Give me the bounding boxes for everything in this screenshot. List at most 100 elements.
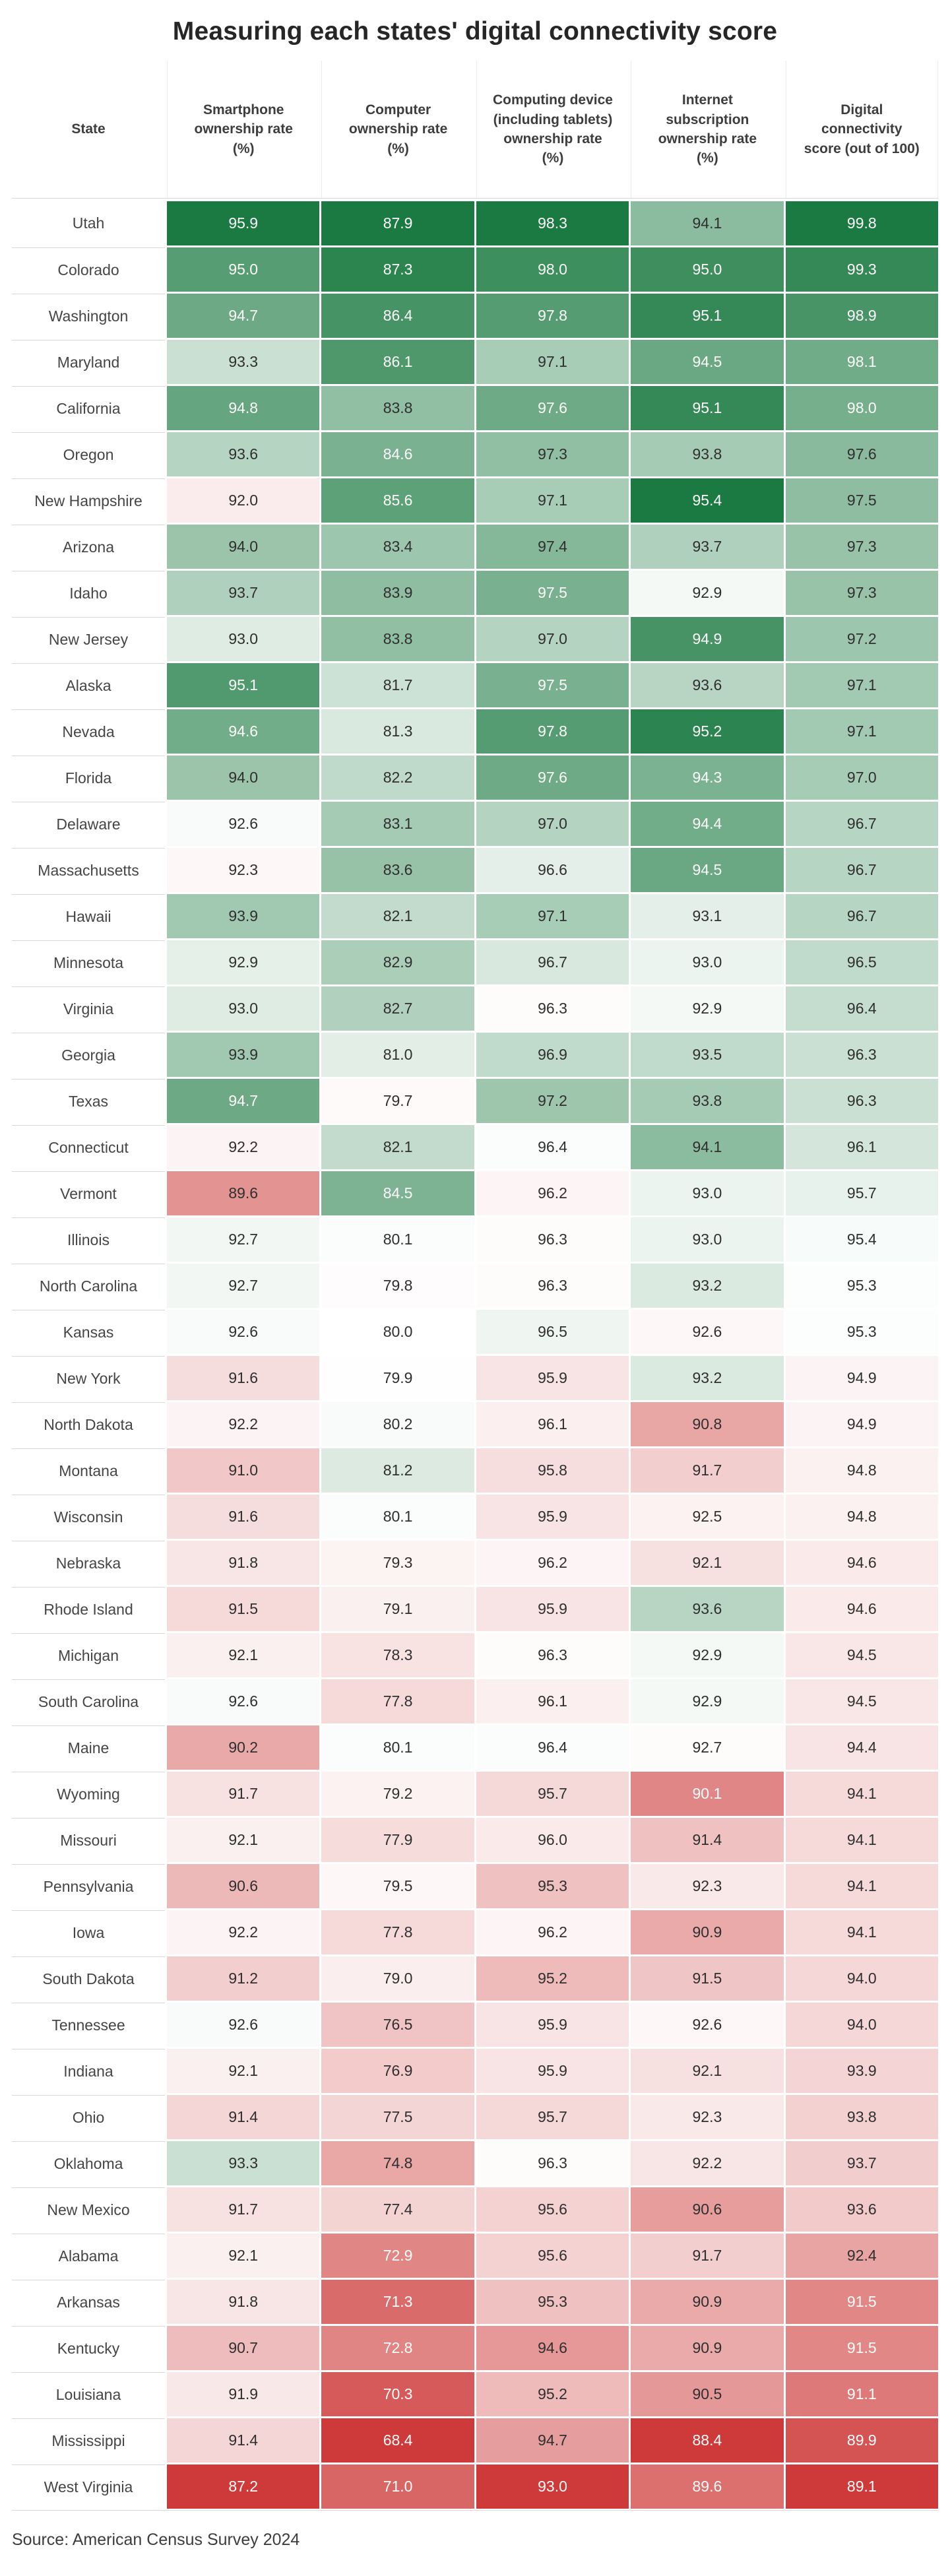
value-cell: 92.1 — [167, 1818, 320, 1862]
state-cell: Maryland — [12, 340, 165, 384]
column-header-state: State — [12, 61, 165, 198]
value-cell: 96.7 — [785, 894, 938, 938]
value-cell: 93.9 — [167, 894, 320, 938]
state-cell: Nebraska — [12, 1541, 165, 1585]
value-cell: 80.1 — [321, 1217, 474, 1262]
state-cell: North Dakota — [12, 1402, 165, 1446]
value-cell: 95.7 — [785, 1171, 938, 1215]
value-cell: 82.1 — [321, 894, 474, 938]
value-cell: 97.5 — [476, 571, 629, 615]
value-cell: 80.0 — [321, 1310, 474, 1354]
value-cell: 92.2 — [167, 1125, 320, 1169]
value-cell: 87.2 — [167, 2464, 320, 2509]
state-cell: West Virginia — [12, 2464, 165, 2509]
value-cell: 91.5 — [167, 1587, 320, 1631]
value-cell: 90.2 — [167, 1725, 320, 1770]
state-cell: Illinois — [12, 1217, 165, 1262]
state-cell: Ohio — [12, 2095, 165, 2139]
value-cell: 87.9 — [321, 201, 474, 245]
value-cell: 92.9 — [631, 1633, 784, 1677]
value-cell: 98.0 — [785, 386, 938, 430]
value-cell: 98.0 — [476, 247, 629, 292]
value-cell: 92.2 — [167, 1402, 320, 1446]
value-cell: 96.3 — [785, 1079, 938, 1123]
value-cell: 94.1 — [631, 1125, 784, 1169]
value-cell: 93.6 — [785, 2187, 938, 2232]
value-cell: 77.8 — [321, 1910, 474, 1954]
state-cell: Pennsylvania — [12, 1864, 165, 1908]
value-cell: 94.6 — [785, 1541, 938, 1585]
value-cell: 93.5 — [631, 1033, 784, 1077]
value-cell: 93.0 — [476, 2464, 629, 2509]
value-cell: 82.9 — [321, 940, 474, 984]
value-cell: 92.6 — [167, 802, 320, 846]
value-cell: 94.7 — [476, 2418, 629, 2463]
value-cell: 97.1 — [476, 894, 629, 938]
state-cell: South Dakota — [12, 1956, 165, 2001]
state-cell: Virginia — [12, 986, 165, 1031]
value-cell: 90.1 — [631, 1772, 784, 1816]
value-cell: 93.2 — [631, 1356, 784, 1400]
value-cell: 92.5 — [631, 1495, 784, 1539]
value-cell: 80.1 — [321, 1725, 474, 1770]
value-cell: 91.5 — [785, 2280, 938, 2324]
value-cell: 96.3 — [785, 1033, 938, 1077]
value-cell: 89.6 — [631, 2464, 784, 2509]
value-cell: 95.3 — [785, 1264, 938, 1308]
value-cell: 94.1 — [785, 1818, 938, 1862]
value-cell: 96.7 — [785, 802, 938, 846]
value-cell: 72.8 — [321, 2326, 474, 2370]
value-cell: 92.9 — [167, 940, 320, 984]
state-cell: Delaware — [12, 802, 165, 846]
state-cell: Iowa — [12, 1910, 165, 1954]
value-cell: 76.9 — [321, 2049, 474, 2093]
value-cell: 92.3 — [167, 848, 320, 892]
value-cell: 92.9 — [631, 1679, 784, 1723]
value-cell: 90.9 — [631, 1910, 784, 1954]
value-cell: 94.3 — [631, 756, 784, 800]
value-cell: 79.5 — [321, 1864, 474, 1908]
value-cell: 93.8 — [631, 432, 784, 476]
value-cell: 79.1 — [321, 1587, 474, 1631]
value-cell: 94.1 — [785, 1864, 938, 1908]
value-cell: 97.6 — [785, 432, 938, 476]
value-cell: 97.0 — [785, 756, 938, 800]
state-cell: Arizona — [12, 525, 165, 569]
value-cell: 94.0 — [785, 1956, 938, 2001]
value-cell: 95.9 — [476, 2003, 629, 2047]
value-cell: 83.8 — [321, 386, 474, 430]
state-cell: California — [12, 386, 165, 430]
value-cell: 92.6 — [167, 1679, 320, 1723]
state-cell: South Carolina — [12, 1679, 165, 1723]
value-cell: 95.4 — [631, 478, 784, 523]
value-cell: 83.9 — [321, 571, 474, 615]
value-cell: 93.9 — [167, 1033, 320, 1077]
value-cell: 95.0 — [631, 247, 784, 292]
value-cell: 93.0 — [631, 940, 784, 984]
value-cell: 93.8 — [631, 1079, 784, 1123]
value-cell: 78.3 — [321, 1633, 474, 1677]
value-cell: 94.9 — [785, 1402, 938, 1446]
value-cell: 94.7 — [167, 1079, 320, 1123]
value-cell: 96.3 — [476, 1264, 629, 1308]
value-cell: 93.0 — [167, 617, 320, 661]
state-cell: Connecticut — [12, 1125, 165, 1169]
value-cell: 96.2 — [476, 1541, 629, 1585]
value-cell: 96.2 — [476, 1171, 629, 1215]
value-cell: 96.5 — [785, 940, 938, 984]
value-cell: 93.6 — [167, 432, 320, 476]
value-cell: 92.6 — [631, 1310, 784, 1354]
state-cell: Louisiana — [12, 2372, 165, 2416]
value-cell: 96.4 — [785, 986, 938, 1031]
value-cell: 93.7 — [631, 525, 784, 569]
value-cell: 95.3 — [476, 1864, 629, 1908]
state-cell: Maine — [12, 1725, 165, 1770]
value-cell: 76.5 — [321, 2003, 474, 2047]
value-cell: 97.1 — [476, 478, 629, 523]
value-cell: 99.8 — [785, 201, 938, 245]
value-cell: 84.5 — [321, 1171, 474, 1215]
value-cell: 98.1 — [785, 340, 938, 384]
value-cell: 79.9 — [321, 1356, 474, 1400]
state-cell: Rhode Island — [12, 1587, 165, 1631]
state-cell: Massachusetts — [12, 848, 165, 892]
